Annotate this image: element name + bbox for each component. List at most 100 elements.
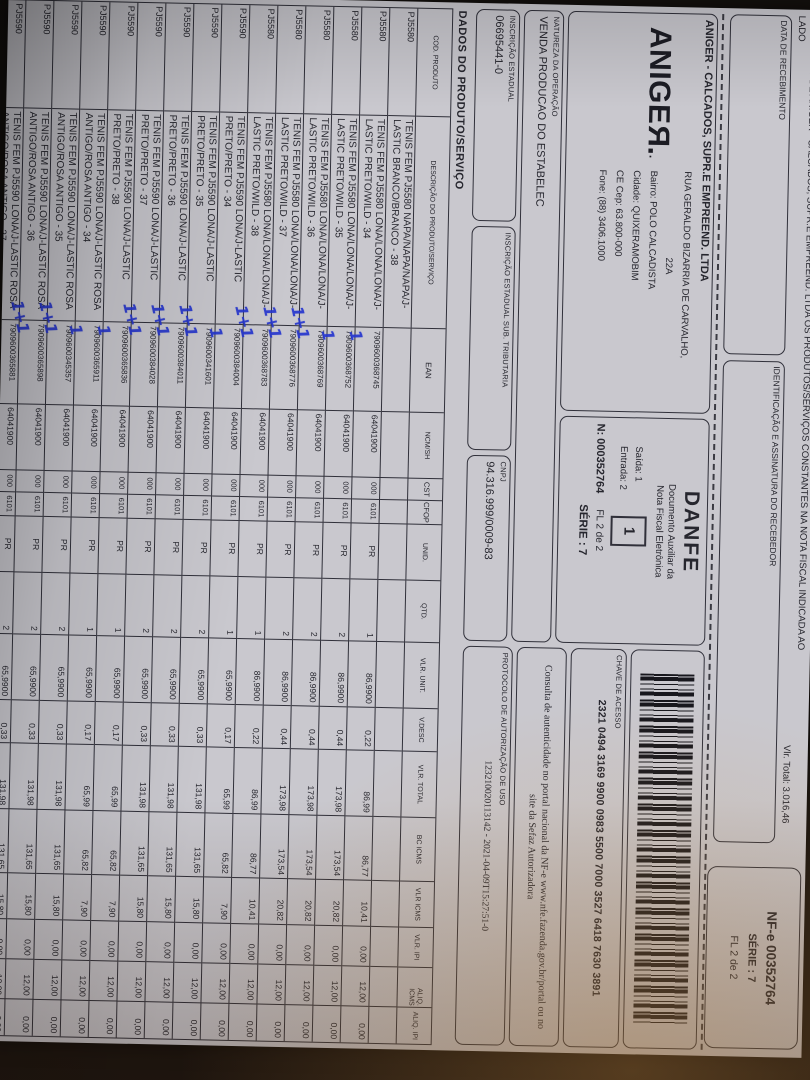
column-header: CST (408, 478, 443, 502)
cell-cod: PJ5580 (332, 6, 362, 116)
cell-bcicms: 131,65 (120, 811, 149, 877)
cell-vipi (370, 926, 399, 968)
cell-vtotal: 131,98 (9, 743, 39, 810)
column-header: VLR ICMS (399, 881, 435, 929)
cell-aipi: 0,00 (133, 1018, 144, 1036)
cell-aicms: 12,00 (0, 958, 6, 1000)
logo-text-prefix: ANIGE (642, 26, 678, 125)
cell-vdesc: 0,44 (263, 705, 291, 750)
cell-vipi: 0,00 (314, 925, 343, 967)
cell-qtd: 1 (349, 579, 378, 642)
cell-vicms: 10,41 (343, 880, 372, 927)
cell-qtd: 2 (293, 578, 322, 641)
handwritten-tally: 1+1 (0, 298, 6, 335)
protocolo-label: PROTOCOLO DE AUTORIZAÇÃO DE USO (497, 652, 511, 806)
cell-aicms: 12,00 (89, 961, 118, 1002)
cell-cst (380, 477, 408, 501)
cell-vunit: 65,9900 (67, 635, 97, 703)
danfe-box: DANFE Documento Auxiliar da Nota Fiscal … (555, 415, 711, 646)
cell-unid: PR (70, 517, 99, 575)
cell-ncm: 64041900 (16, 404, 46, 471)
cell-vdesc: 0,17 (95, 702, 123, 746)
cell-vipi: 0,00 (286, 925, 315, 966)
cell-cod: PJ5580 (304, 6, 334, 115)
cell-vtotal: 173,98 (261, 748, 291, 816)
cell-ean: 7909600368745 (354, 327, 383, 412)
cell-aicms: 12,00 (5, 959, 34, 1000)
cell-unid: PR (126, 518, 155, 576)
column-header: ALIQ. IPI (411, 1011, 419, 1041)
cell-cst: 000 (100, 472, 128, 495)
cell-vipi: 0,00 (118, 921, 147, 963)
cell-cod: PJ5580 (276, 5, 306, 115)
cell-cst: 000 (184, 473, 212, 497)
column-header: UNID. (406, 524, 442, 582)
cell-vicms: 7,90 (91, 875, 120, 922)
cell-cod: PJ5580 (388, 8, 418, 117)
danfe-paper: RECEBEMOS DE ANIGER - CALCADOS, SUPR.E E… (0, 0, 810, 1058)
inscricao-estadual-label: INSCRIÇÃO ESTADUAL (506, 15, 518, 103)
cell-qtd: 1 (209, 576, 238, 639)
cell-ncm: 64041900 (44, 404, 74, 472)
cell-qtd: 1 (237, 577, 266, 640)
cell-cod: PJ5590 (80, 1, 110, 111)
cell-qtd: 2 (0, 571, 14, 635)
cell-vdesc (375, 707, 403, 752)
cell-cfop: 6101 (295, 498, 324, 523)
cell-cod: PJ5590 (0, 0, 26, 109)
cnpj-value: 94.316.999/0009-83 (482, 461, 497, 560)
cell-desc: TENIS FEM PJ5580 LONA/LONA/LONA/J-LASTIC… (231, 113, 276, 340)
chave-acesso-label: CHAVE DE ACESSO (613, 654, 625, 729)
canhoto-folha: FL 2 de 2 (727, 935, 741, 980)
cell-cod: PJ5590 (192, 3, 222, 113)
danfe-tipo-box: 1 (610, 515, 648, 547)
cell-vdesc: 0,17 (67, 701, 95, 746)
cell-vipi: 0,00 (34, 919, 63, 961)
cell-vicms: 20,82 (287, 879, 316, 926)
cell-cst: 000 (156, 473, 184, 496)
cell-vicms: 15,80 (175, 876, 204, 924)
cell-vunit: 65,9900 (123, 636, 153, 704)
cell-vicms: 15,80 (35, 873, 64, 921)
cell-vicms (371, 880, 400, 928)
cell-cfop: 6101 (183, 495, 212, 521)
cell-vunit: 65,9900 (207, 638, 237, 705)
cell-qtd: 2 (125, 574, 154, 638)
cell-cod: PJ5590 (52, 1, 82, 110)
cell-vipi: 0,00 (90, 921, 119, 962)
cell-aicms (369, 966, 398, 1008)
cell-aicms: 12,00 (257, 964, 286, 1006)
cell-aipi (369, 1007, 397, 1044)
inscricao-estadual-value: 06695441-0 (492, 15, 506, 75)
cell-vipi: 0,00 (146, 922, 175, 963)
table-body: PJ5580 TENIS FEM PJ5580 NAPA/NAPA/NAPA/J-… (0, 0, 418, 1044)
cell-aipi: 0,00 (356, 1023, 368, 1040)
cell-cst: 000 (72, 471, 100, 495)
column-header: CFOP (407, 500, 443, 526)
cell-desc: TENIS FEM PJ5590 LONA/J-LASTIC PRETO/PRE… (94, 110, 136, 337)
cell-desc: TENIS FEM PJ5580 LONA/LONA/LONA/J-LASTIC… (287, 114, 332, 341)
cell-cod: PJ5580 (248, 5, 278, 114)
cell-aicms: 12,00 (173, 962, 202, 1004)
cell-cfop: 6101 (43, 492, 72, 518)
cell-vicms: 15,80 (147, 876, 176, 923)
cell-vtotal: 65,99 (93, 745, 123, 812)
cell-ncm: 64041900 (128, 406, 158, 474)
cell-vdesc: 0,44 (291, 706, 319, 750)
column-header: V.DESC (403, 708, 438, 753)
danfe-serie: SÉRIE : 7 (576, 504, 590, 556)
cell-vtotal: 173,98 (317, 749, 347, 817)
cell-desc: TENIS FEM PJ5580 LONA/LONA/LONA/J-LASTIC… (346, 115, 388, 342)
danfe-folha: FL 2 de 2 (593, 509, 606, 552)
cell-unid: PR (98, 518, 127, 575)
logo-registered-mark: ▪ (646, 155, 654, 159)
inscricao-estadual-st-box: INSCRIÇÃO ESTADUAL SUB. TRIBUTARIA (467, 225, 517, 451)
canhoto-nfe-number-box: NF-e 00352764 SÉRIE : 7 FL 2 de 2 (703, 865, 802, 1050)
cell-ncm: 64041900 (212, 408, 242, 476)
data-recebimento-box: DATA DE RECEBIMENTO (723, 14, 793, 356)
cell-aicms: 12,00 (313, 965, 342, 1007)
cell-qtd: 2 (153, 575, 182, 638)
cell-cst: 000 (240, 475, 268, 498)
cell-desc: TENIS FEM PJ5590 LONA/J-LASTIC ROSA ANTI… (66, 109, 108, 336)
